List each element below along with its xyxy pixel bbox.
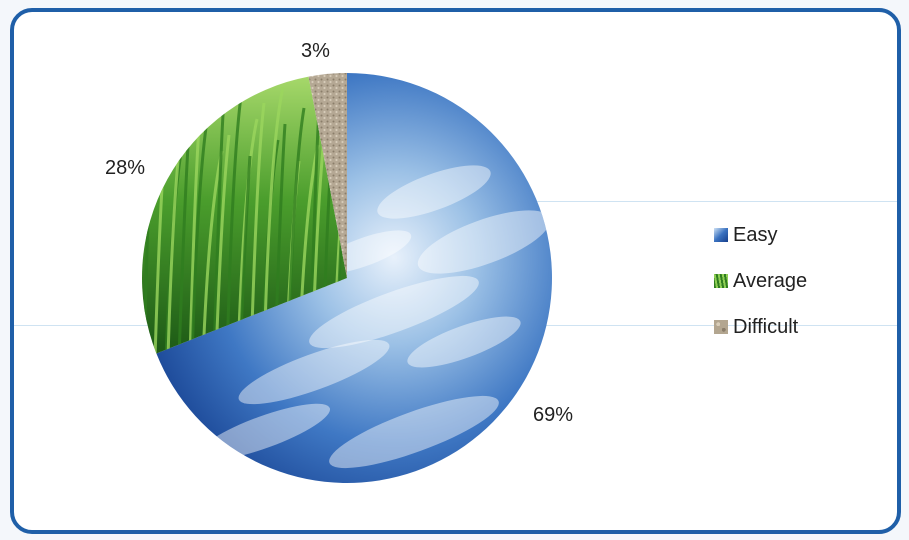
cloud-wisp	[238, 339, 390, 405]
legend-item-average: Average	[714, 269, 807, 293]
grass-blade	[201, 150, 224, 354]
chart-frame: 69% 28% 3% Easy Average Difficult	[10, 8, 901, 534]
slice-label-easy: 69%	[533, 404, 574, 426]
legend-item-difficult: Difficult	[714, 315, 807, 339]
cloud-texture	[197, 165, 551, 469]
cloud-wisp	[329, 395, 499, 469]
grass-blade	[212, 97, 226, 354]
grid-line	[347, 201, 897, 202]
legend-swatch-sky-icon	[714, 228, 728, 242]
cloud-wisp	[309, 275, 479, 349]
legend: Easy Average Difficult	[714, 223, 807, 361]
grass-blade	[262, 86, 285, 354]
grass-blade	[214, 134, 231, 354]
pie-chart	[141, 73, 552, 483]
cloud-wisp	[197, 403, 331, 461]
cloud-wisp	[377, 165, 491, 219]
pie-slice-easy	[156, 73, 552, 483]
slice-label-difficult: 3%	[301, 40, 330, 62]
legend-label-average: Average	[733, 269, 808, 292]
legend-swatch-grass-icon	[714, 274, 728, 288]
legend-item-easy: Easy	[714, 223, 807, 247]
grass-blade	[249, 102, 266, 354]
grass-blade	[190, 113, 210, 354]
legend-label-difficult: Difficult	[733, 315, 799, 338]
cloud-wisp	[417, 210, 551, 274]
slice-label-average: 28%	[105, 157, 146, 179]
pie-slice-difficult	[308, 73, 347, 278]
legend-label-easy: Easy	[733, 223, 778, 246]
legend-swatch-gravel-icon	[714, 320, 728, 334]
cloud-wisp	[407, 316, 521, 368]
